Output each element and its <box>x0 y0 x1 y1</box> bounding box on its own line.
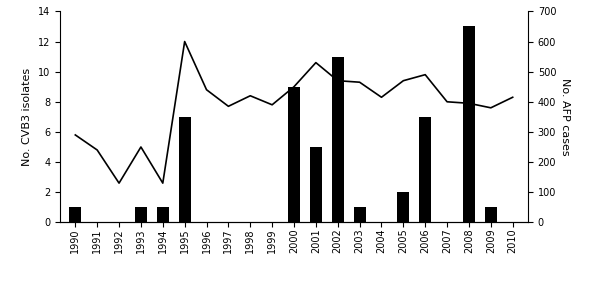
Bar <box>353 207 365 222</box>
Bar <box>135 207 147 222</box>
Bar <box>397 192 409 222</box>
Bar <box>463 27 475 222</box>
Y-axis label: No. CVB3 isolates: No. CVB3 isolates <box>22 68 32 166</box>
Bar <box>69 207 82 222</box>
Bar <box>179 117 191 222</box>
Bar <box>310 147 322 222</box>
Bar <box>332 57 344 222</box>
Bar <box>288 87 300 222</box>
Y-axis label: No. AFP cases: No. AFP cases <box>560 78 570 156</box>
Bar <box>157 207 169 222</box>
Bar <box>485 207 497 222</box>
Bar <box>419 117 431 222</box>
